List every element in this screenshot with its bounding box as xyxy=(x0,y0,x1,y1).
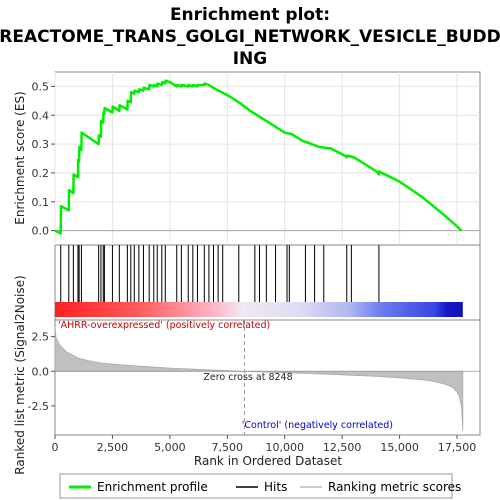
metric-layer xyxy=(54,320,480,435)
legend-enrichment-label: Enrichment profile xyxy=(97,480,208,494)
x-tick-label: 15,000 xyxy=(380,441,419,454)
zero-cross-label: Zero cross at 8248 xyxy=(203,372,292,383)
axes-layer: 0.0 0.1 0.2 0.3 0.4 0.5 2.5 0.0 -2.5 0 2,500 5,000 7… xyxy=(28,80,477,454)
es-panel xyxy=(54,71,481,246)
x-tick-label: 5,000 xyxy=(154,441,186,454)
es-tick-label: 0.4 xyxy=(32,109,50,122)
chart-title-line2: REACTOME_TRANS_GOLGI_NETWORK_VESICLE_BUD… xyxy=(0,27,500,47)
enrichment-profile-line xyxy=(54,79,463,235)
es-curve-layer xyxy=(54,79,463,235)
legend-hits-label: Hits xyxy=(264,480,287,494)
metric-tick-label: 2.5 xyxy=(32,331,50,344)
x-axis-label: Rank in Ordered Dataset xyxy=(194,454,342,468)
es-tick-label: 0.1 xyxy=(32,196,50,209)
x-tick-label: 10,000 xyxy=(265,441,304,454)
metric-y-axis-label: Ranked list metric (Signal2Noise) xyxy=(13,275,27,474)
legend-metric-label: Ranking metric scores xyxy=(328,480,461,494)
x-tick-label: 17,500 xyxy=(438,441,477,454)
chart-title-line1: Enrichment plot: xyxy=(170,5,330,25)
es-tick-label: 0.2 xyxy=(32,167,50,180)
es-tick-label: 0.3 xyxy=(32,138,50,151)
positive-correlation-label: 'AHRR-overexpressed' (positively correla… xyxy=(58,320,270,331)
metric-tick-label: 0.0 xyxy=(32,365,50,378)
chart-title-line3: ING xyxy=(233,49,268,69)
es-tick-label: 0.0 xyxy=(32,225,50,238)
es-y-axis-label: Enrichment score (ES) xyxy=(13,91,27,224)
rank-color-bar xyxy=(55,302,463,317)
metric-tick-label: -2.5 xyxy=(28,400,49,413)
es-tick-label: 0.5 xyxy=(32,80,50,93)
x-tick-label: 12,500 xyxy=(323,441,362,454)
hits-layer xyxy=(60,245,380,302)
x-tick-label: 7,500 xyxy=(212,441,244,454)
ranking-metric-area xyxy=(54,326,464,431)
legend-box xyxy=(59,473,453,499)
negative-correlation-label: 'Control' (negatively correlated) xyxy=(242,420,393,431)
x-tick-label: 2,500 xyxy=(97,441,129,454)
x-tick-label: 0 xyxy=(52,441,59,454)
es-grid xyxy=(54,72,480,245)
